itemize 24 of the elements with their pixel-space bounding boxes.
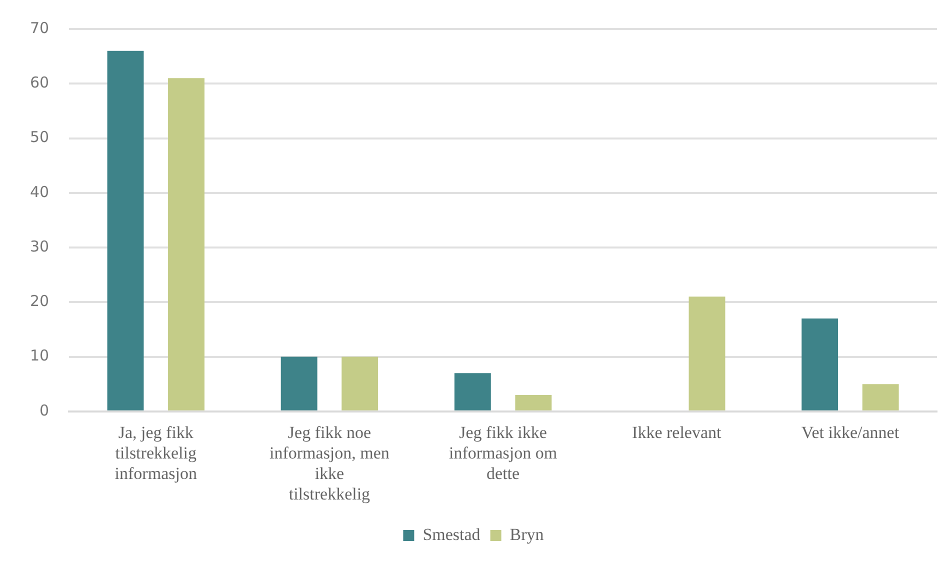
bar (688, 296, 726, 410)
x-tick-label: Ja, jeg fikk tilstrekkelig informasjon (114, 423, 198, 483)
bar (802, 318, 838, 410)
bar (280, 356, 318, 410)
bar (515, 395, 552, 410)
x-tick-label: Jeg fikk noe informasjon, men ikke tilstrekkelig (270, 423, 390, 504)
x-tick-label: Ikke relevant (632, 423, 722, 442)
x-tick-label: Vet ikke/annet (801, 423, 900, 442)
y-tick-label: 20 (30, 292, 50, 310)
y-tick-label: 40 (30, 182, 50, 201)
bar (168, 78, 204, 410)
y-tick-label: 30 (30, 237, 50, 256)
x-tick-label: Jeg fikk ikke informasjon om dette (448, 423, 558, 483)
y-tick-label: 50 (30, 128, 50, 146)
legend-label: Smestad (422, 524, 481, 544)
y-tick-label: 10 (30, 346, 50, 365)
y-tick-label: 0 (40, 401, 50, 420)
legend-label: Bryn (510, 524, 544, 544)
y-tick-label: 70 (30, 18, 50, 37)
y-tick-label: 60 (30, 74, 50, 92)
bar (107, 50, 144, 410)
bar (454, 373, 491, 410)
bar (862, 384, 899, 410)
bar (342, 356, 378, 410)
